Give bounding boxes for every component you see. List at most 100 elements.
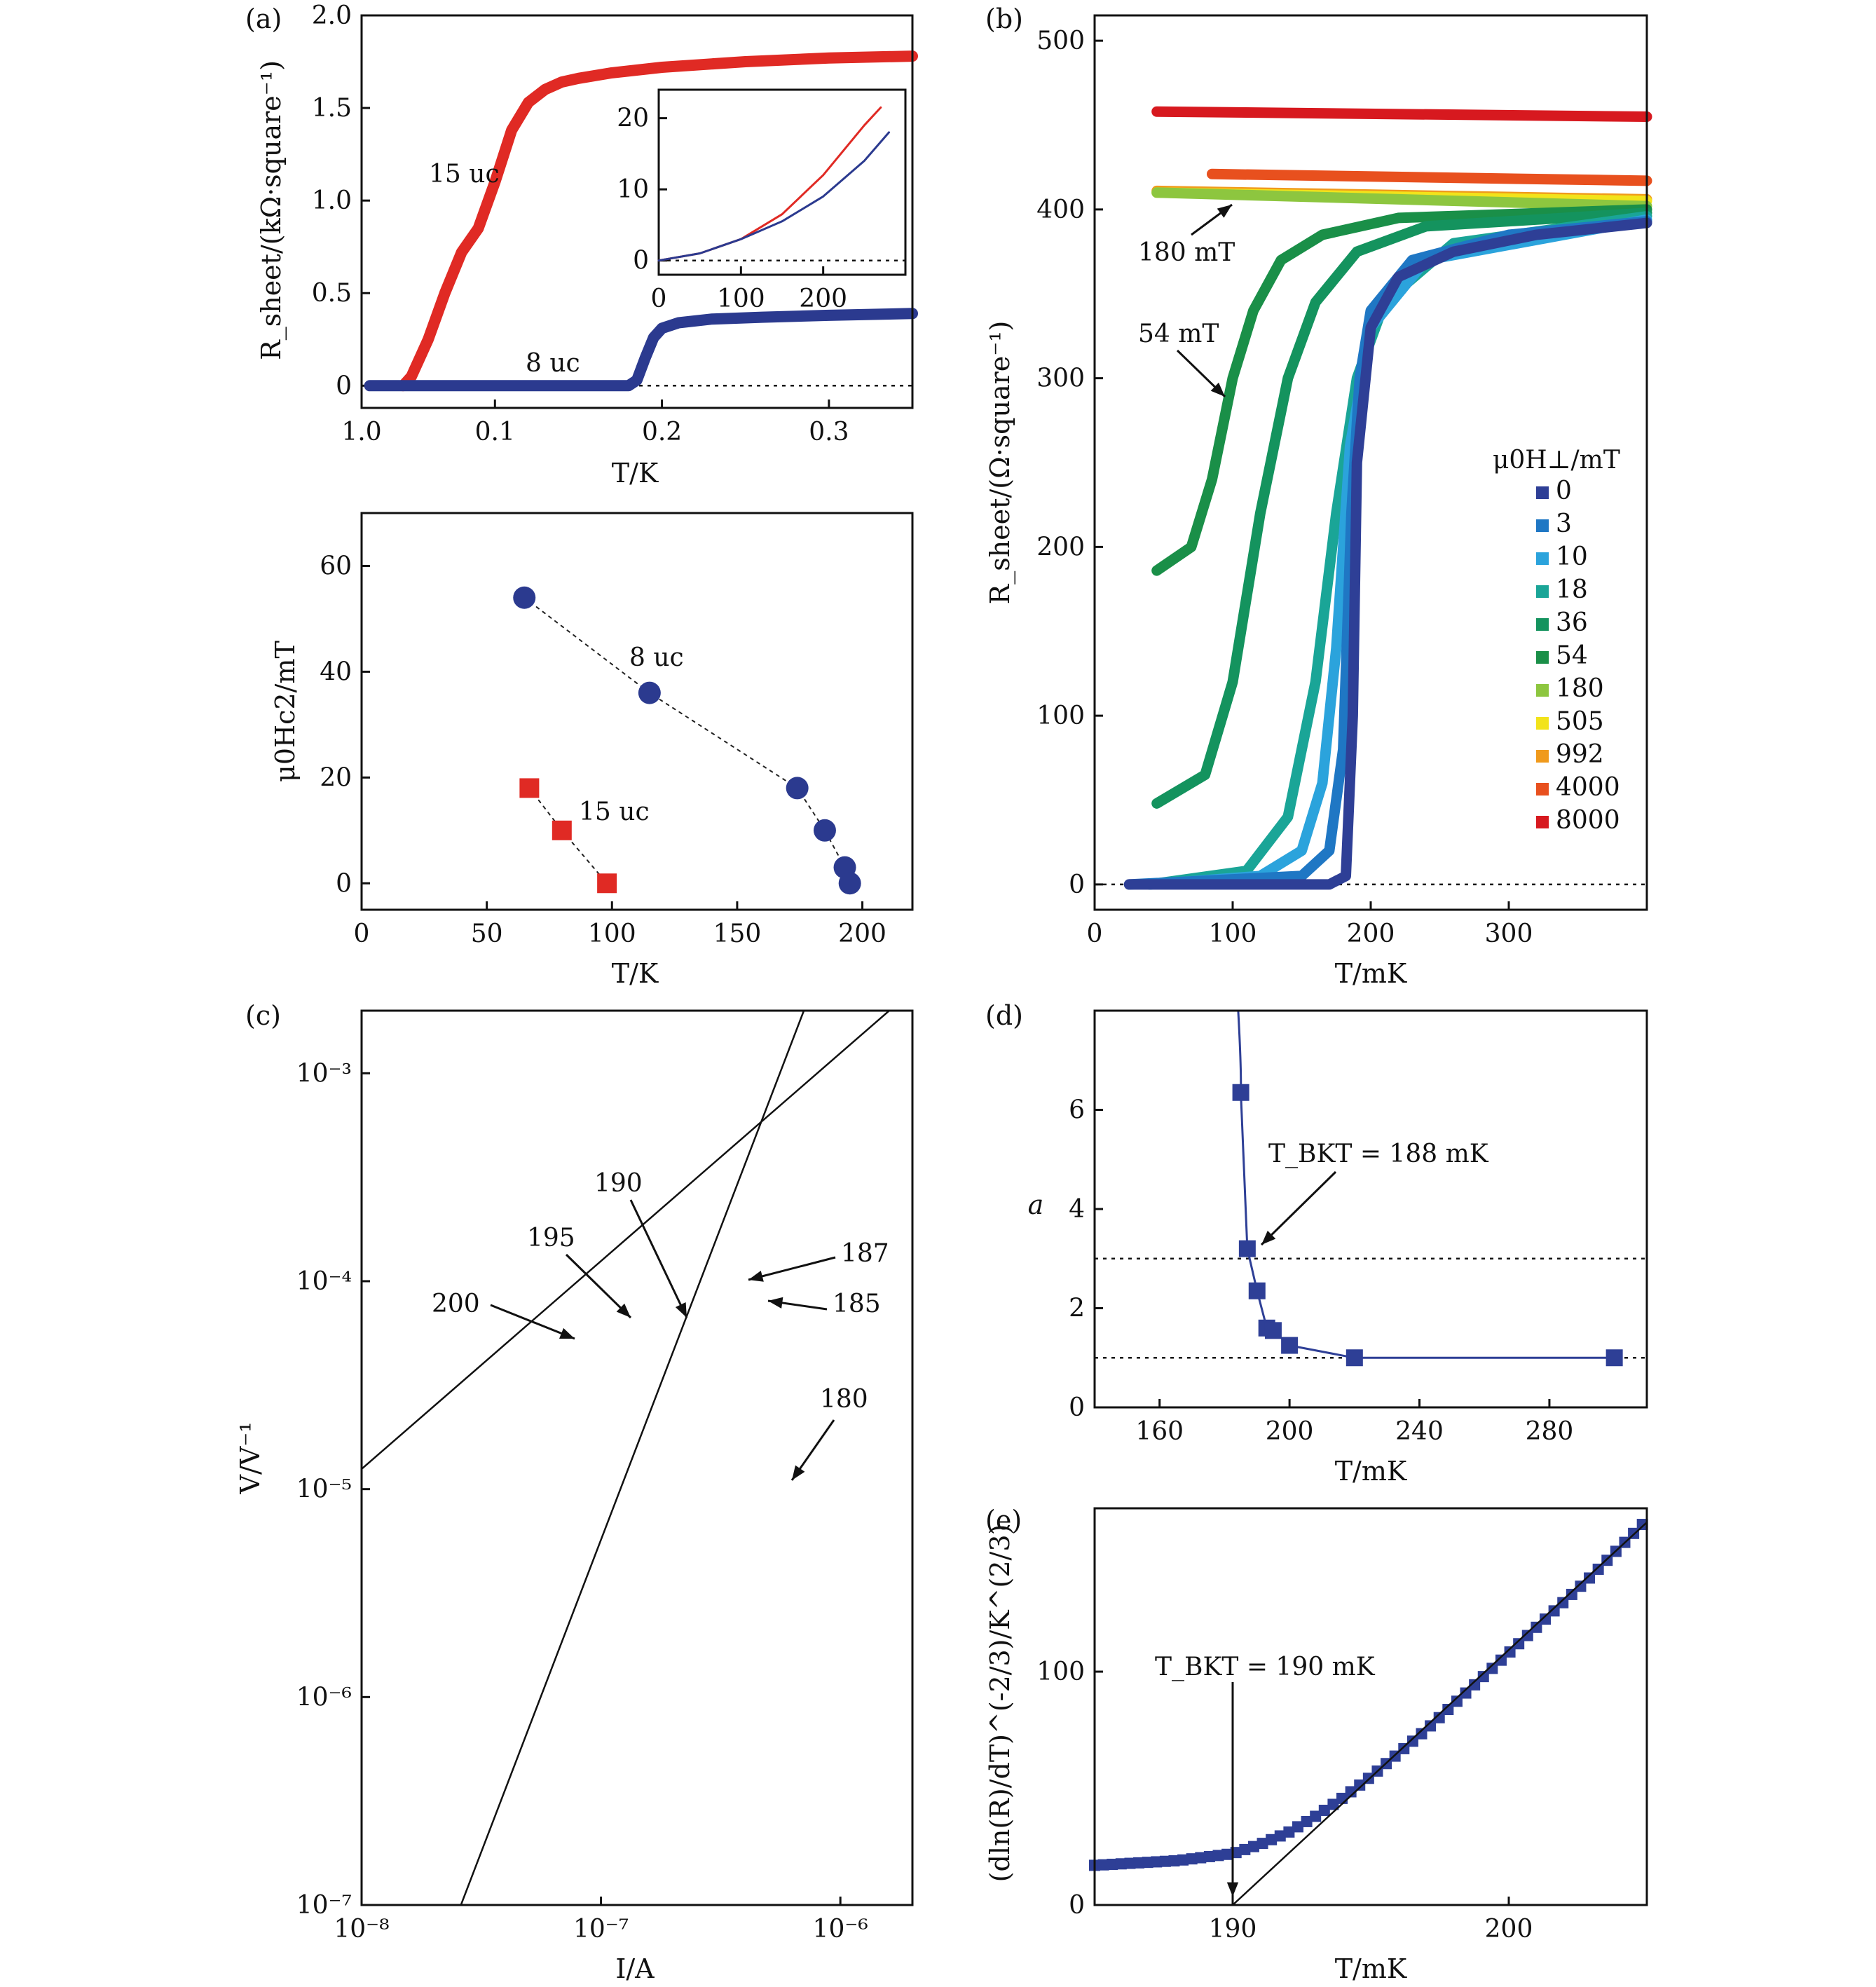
data-point [635, 0, 645, 10]
data-point [570, 0, 580, 10]
data-point [551, 0, 561, 10]
data-point [600, 0, 610, 10]
data-point [533, 0, 543, 10]
arrow-54mT-head [1210, 382, 1225, 397]
data-point [810, 0, 820, 10]
data-point [805, 0, 815, 10]
data-point [1232, 1084, 1249, 1101]
data-point [1239, 1843, 1251, 1855]
arrow-200-shaft [490, 1304, 575, 1340]
data-point [689, 0, 699, 10]
plot-frame [360, 1009, 914, 1906]
data-point [1195, 1852, 1207, 1864]
inset-series-line-1 [657, 131, 890, 262]
data-point [810, 0, 820, 10]
data-point [470, 0, 480, 10]
data-point [372, 0, 382, 10]
data-point [553, 0, 563, 10]
data-point [780, 0, 790, 10]
data-point [470, 0, 480, 10]
data-point [584, 0, 594, 10]
data-point [695, 0, 705, 10]
annotation-190: 190 [594, 1169, 643, 1198]
data-point [446, 0, 456, 10]
data-point [1548, 1605, 1560, 1617]
data-point [611, 0, 621, 10]
arrow-180mT-head [1217, 205, 1232, 218]
data-point [746, 0, 755, 10]
data-point [486, 0, 496, 10]
data-point [426, 0, 436, 10]
c-ytick-label: 10⁻⁵ [296, 1475, 352, 1504]
data-point [713, 0, 723, 10]
legend-label-0: 0 [1556, 477, 1572, 505]
data-point [704, 0, 714, 10]
data-point [1540, 1613, 1552, 1625]
arrow-tbkt-head [1261, 1230, 1276, 1245]
legend: μ0H⊥/mT 0 3 10 18 36 54 180 505 992 4000 8000 [1493, 446, 1620, 835]
data-point [875, 0, 885, 10]
data-point [645, 0, 655, 10]
data-point [810, 0, 820, 10]
data-point [551, 0, 561, 10]
data-point [399, 0, 409, 10]
data-point [713, 0, 723, 10]
y-axis-label: μ0Hc2/mT [270, 641, 301, 782]
series-188 [357, 0, 750, 10]
data-point [601, 0, 611, 10]
data-point [746, 0, 755, 10]
data-point [1266, 1834, 1278, 1845]
data-point [432, 0, 442, 10]
fit-line-8uc [523, 596, 851, 885]
data-point [486, 0, 496, 10]
annotation-180: 180 [820, 1385, 868, 1414]
panel-e: (e) 0 100 190 200 T_BKT = 190 mK (dln(R)/dT… [985, 1505, 1648, 1984]
data-point [1310, 1810, 1322, 1822]
data-point [568, 0, 577, 10]
data-point [1398, 1742, 1410, 1754]
data-point [519, 0, 528, 10]
data-point [401, 0, 411, 10]
data-point [616, 0, 626, 10]
data-point [629, 0, 639, 10]
data-point [760, 0, 770, 10]
data-point [891, 0, 901, 10]
arrow-187-head [748, 1270, 764, 1282]
b-ytick-label: 200 [1036, 533, 1085, 561]
data-point [1247, 1841, 1259, 1852]
data-point [454, 0, 464, 10]
data-point [697, 0, 706, 10]
series-170 [357, 0, 822, 10]
d-ytick-label: 0 [1069, 1393, 1085, 1422]
data-point [597, 873, 617, 894]
fit-line [1240, 1091, 1616, 1359]
data-point [498, 0, 507, 10]
data-point [1531, 1621, 1542, 1633]
data-point [816, 0, 826, 10]
data-point [519, 0, 528, 10]
data-point [735, 0, 745, 10]
series-line-8uc [364, 308, 918, 392]
legend-label-505: 505 [1556, 707, 1604, 736]
data-point [357, 0, 367, 10]
arrow-180-head [792, 1465, 805, 1480]
data-point [746, 0, 756, 10]
data-point [389, 0, 399, 10]
data-point [526, 0, 535, 10]
data-point [581, 0, 591, 10]
data-point [417, 0, 427, 10]
data-point [843, 0, 853, 10]
data-point [632, 0, 642, 10]
series-line-0 [1123, 217, 1652, 890]
data-point [434, 0, 444, 10]
data-point [713, 0, 723, 10]
data-point [547, 0, 556, 10]
data-point [427, 0, 437, 10]
legend-swatch-8000 [1536, 816, 1549, 828]
panel-c: (c) 10⁻⁷10⁻⁶10⁻⁵10⁻⁴10⁻³10⁻⁸ 10⁻⁷ 10⁻⁶2001… [235, 0, 914, 1984]
data-point [413, 0, 423, 10]
data-point [486, 0, 496, 10]
data-point [616, 0, 626, 10]
data-point [405, 0, 415, 10]
